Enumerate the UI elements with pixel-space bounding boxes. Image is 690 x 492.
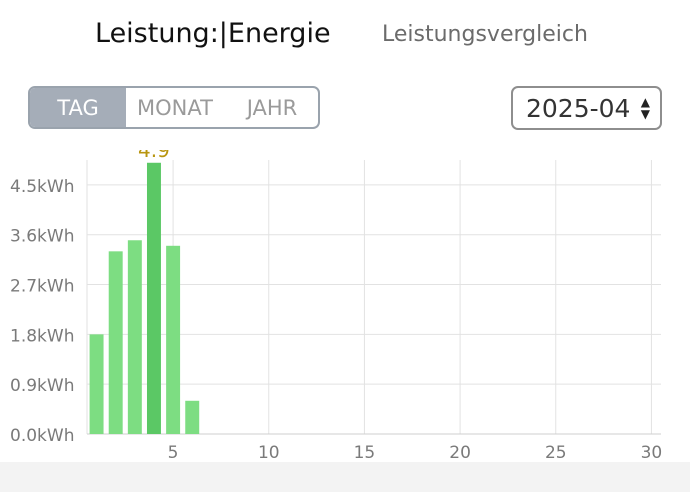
bottom-strip bbox=[0, 462, 690, 492]
period-month-button[interactable]: MONAT bbox=[137, 95, 213, 120]
energy-bar-chart: 0.0kWh 0.9kWh 1.8kWh 2.7kWh 3.6kWh 4.5kWh 5 10 1… bbox=[10, 150, 663, 462]
x-tick-label: 20 bbox=[449, 443, 471, 462]
y-tick-label: 0.9kWh bbox=[10, 376, 74, 396]
y-tick-label: 1.8kWh bbox=[10, 326, 74, 346]
sort-caret-icon: ▲ ▼ bbox=[641, 96, 650, 120]
peak-value-label: 4.9 bbox=[138, 150, 170, 162]
x-tick-label: 15 bbox=[354, 443, 376, 462]
caret-up-icon: ▲ bbox=[640, 95, 650, 109]
y-tick-label: 2.7kWh bbox=[10, 277, 74, 297]
month-select-value: 2025-04 bbox=[526, 93, 631, 123]
x-tick-label: 30 bbox=[641, 443, 663, 462]
y-tick-label: 4.5kWh bbox=[10, 177, 74, 197]
chart-bar bbox=[146, 162, 161, 434]
period-year-button[interactable]: JAHR bbox=[246, 95, 298, 120]
x-tick-label: 5 bbox=[168, 443, 179, 462]
tab-leistung-energie[interactable]: Leistung:|Energie bbox=[95, 18, 331, 49]
chart-bar bbox=[185, 400, 200, 434]
period-day-button[interactable]: TAG bbox=[30, 88, 126, 127]
chart-bar bbox=[166, 245, 181, 434]
period-segmented-control: TAG MONAT JAHR bbox=[28, 86, 320, 129]
chart-bar bbox=[108, 251, 123, 434]
caret-down-icon: ▼ bbox=[640, 107, 650, 121]
y-tick-label: 3.6kWh bbox=[10, 227, 74, 247]
header-tabs: Leistung:|Energie Leistungsvergleich bbox=[0, 0, 690, 70]
y-tick-label: 0.0kWh bbox=[10, 426, 74, 446]
x-tick-label: 10 bbox=[258, 443, 280, 462]
chart-bar bbox=[127, 240, 142, 434]
tab-leistungsvergleich[interactable]: Leistungsvergleich bbox=[382, 22, 588, 47]
x-tick-label: 25 bbox=[545, 443, 567, 462]
chart-bar bbox=[89, 334, 104, 434]
month-select[interactable]: 2025-04 ▲ ▼ bbox=[511, 86, 662, 130]
